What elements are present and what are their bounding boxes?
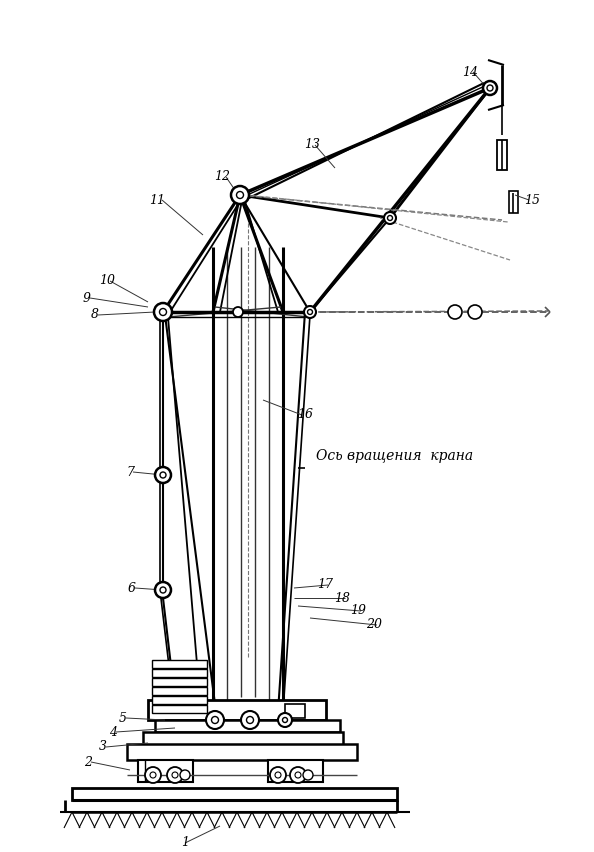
- Text: 18: 18: [334, 591, 350, 605]
- Circle shape: [236, 192, 244, 199]
- Circle shape: [180, 770, 190, 780]
- Bar: [152, 669, 207, 677]
- Circle shape: [304, 306, 316, 318]
- Bar: [152, 687, 207, 695]
- Text: 12: 12: [214, 170, 230, 183]
- Text: 7: 7: [126, 465, 134, 479]
- Circle shape: [448, 305, 462, 319]
- Text: 8: 8: [91, 308, 99, 321]
- Circle shape: [275, 772, 281, 778]
- Circle shape: [487, 85, 493, 91]
- Circle shape: [155, 467, 171, 483]
- Bar: [268, 760, 323, 782]
- Bar: [143, 732, 343, 745]
- Circle shape: [160, 308, 166, 315]
- Text: 20: 20: [366, 619, 382, 631]
- Bar: [148, 700, 326, 720]
- Circle shape: [384, 212, 396, 224]
- Text: 3: 3: [99, 740, 107, 753]
- Text: 5: 5: [119, 711, 127, 724]
- Circle shape: [468, 305, 482, 319]
- Circle shape: [206, 711, 224, 729]
- Circle shape: [295, 772, 301, 778]
- Circle shape: [211, 717, 219, 723]
- Bar: [285, 704, 305, 718]
- Text: 4: 4: [109, 726, 117, 739]
- Circle shape: [270, 767, 286, 783]
- Circle shape: [483, 81, 497, 95]
- Bar: [152, 705, 207, 713]
- Text: 13: 13: [304, 139, 320, 152]
- Circle shape: [154, 303, 172, 321]
- Text: 19: 19: [350, 605, 366, 618]
- Text: 16: 16: [297, 408, 313, 422]
- Bar: [509, 191, 518, 213]
- Circle shape: [387, 216, 393, 221]
- Circle shape: [278, 713, 292, 727]
- Text: 6: 6: [128, 582, 136, 595]
- Circle shape: [290, 767, 306, 783]
- Circle shape: [155, 582, 171, 598]
- Circle shape: [241, 711, 259, 729]
- Circle shape: [160, 472, 166, 478]
- Text: 11: 11: [149, 193, 165, 206]
- Circle shape: [233, 307, 243, 317]
- Circle shape: [283, 717, 287, 722]
- Text: 17: 17: [317, 579, 333, 591]
- Text: 1: 1: [181, 837, 189, 849]
- Text: 10: 10: [99, 274, 115, 287]
- Bar: [152, 678, 207, 686]
- Bar: [497, 140, 507, 170]
- Circle shape: [308, 309, 312, 314]
- Bar: [152, 660, 207, 668]
- Text: 2: 2: [84, 756, 92, 769]
- Bar: [138, 760, 193, 782]
- Bar: [72, 788, 397, 800]
- Circle shape: [150, 772, 156, 778]
- Text: Ось вращения  крана: Ось вращения крана: [317, 449, 473, 463]
- Circle shape: [231, 186, 249, 204]
- Circle shape: [145, 767, 161, 783]
- Circle shape: [247, 717, 254, 723]
- Circle shape: [167, 767, 183, 783]
- Bar: [152, 696, 207, 704]
- Circle shape: [160, 587, 166, 593]
- Text: 14: 14: [462, 66, 478, 78]
- Circle shape: [172, 772, 178, 778]
- Bar: [155, 720, 340, 732]
- Text: 15: 15: [524, 193, 540, 206]
- Circle shape: [303, 770, 313, 780]
- Text: 9: 9: [83, 291, 91, 304]
- Bar: [127, 744, 357, 760]
